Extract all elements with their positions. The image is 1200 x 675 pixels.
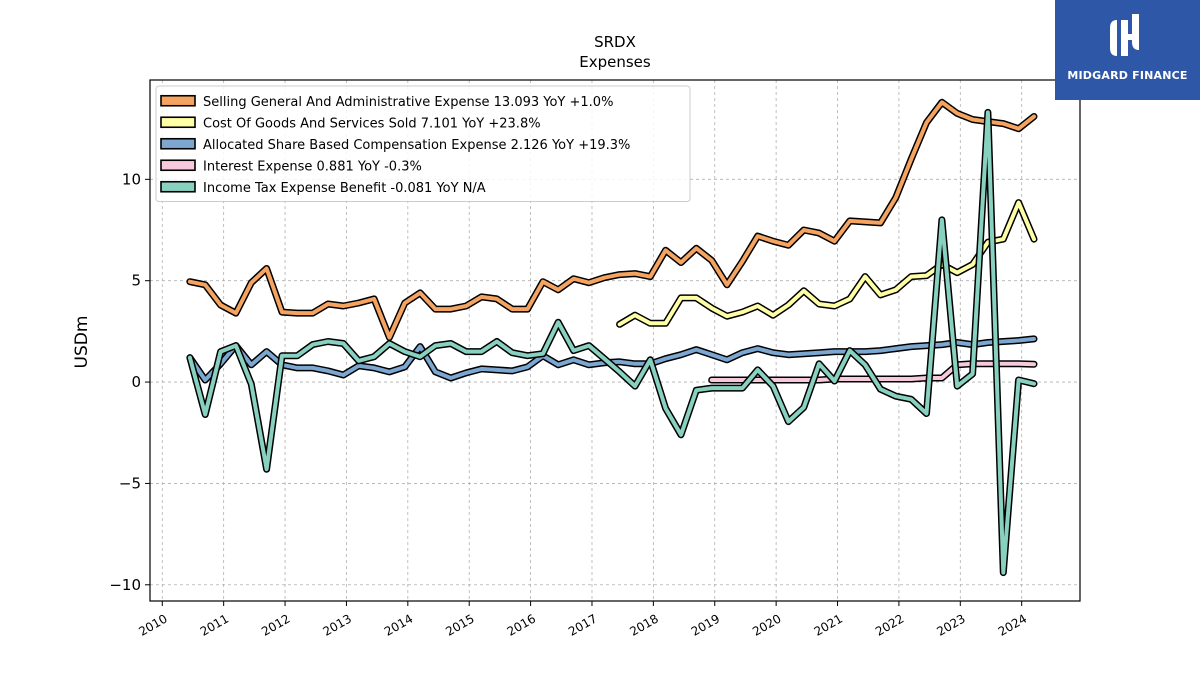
chart-subtitle: Expenses bbox=[579, 53, 651, 71]
x-tick-label: 2023 bbox=[934, 611, 967, 638]
y-tick-label: 0 bbox=[131, 373, 141, 391]
y-tick-label: 5 bbox=[131, 272, 141, 290]
series-1-line bbox=[617, 200, 1036, 327]
legend-label: Allocated Share Based Compensation Expen… bbox=[203, 138, 630, 153]
x-tick-label: 2020 bbox=[750, 611, 783, 638]
legend-swatch bbox=[160, 137, 196, 150]
x-tick-label: 2013 bbox=[320, 611, 353, 638]
series-0-line bbox=[187, 100, 1036, 340]
x-tick-label: 2022 bbox=[873, 611, 906, 638]
x-tick-label: 2024 bbox=[996, 611, 1029, 638]
y-axis-label: USDm bbox=[72, 316, 92, 369]
x-tick-label: 2012 bbox=[259, 611, 292, 638]
chart-title: SRDX bbox=[594, 33, 636, 51]
y-tick-label: 10 bbox=[122, 170, 141, 188]
series-4-line bbox=[187, 110, 1036, 575]
x-axis: 2010 2011 2012 2013 2014 2015 2016 2017 2018 2019… bbox=[136, 601, 1029, 639]
x-tick-label: 2019 bbox=[689, 611, 722, 638]
y-tick-label: −5 bbox=[119, 474, 141, 492]
x-tick-label: 2017 bbox=[566, 611, 599, 638]
legend-label: Interest Expense 0.881 YoY -0.3% bbox=[203, 159, 422, 174]
series-lines bbox=[186, 98, 1038, 577]
x-tick-label: 2021 bbox=[812, 611, 845, 638]
legend-swatch bbox=[160, 180, 196, 193]
legend: Selling General And Administrative Expen… bbox=[155, 85, 691, 202]
x-tick-label: 2014 bbox=[382, 611, 415, 638]
x-tick-label: 2018 bbox=[627, 611, 660, 638]
legend-swatch bbox=[160, 94, 196, 107]
x-tick-label: 2015 bbox=[443, 611, 476, 638]
plot-area-frame bbox=[149, 79, 1081, 602]
legend-label: Selling General And Administrative Expen… bbox=[203, 95, 613, 110]
legend-label: Income Tax Expense Benefit -0.081 YoY N/… bbox=[203, 181, 486, 196]
legend-box bbox=[155, 85, 691, 202]
x-tick-label: 2010 bbox=[136, 611, 169, 638]
logo-text: MIDGARD FINANCE bbox=[1067, 69, 1188, 82]
x-tick-label: 2011 bbox=[198, 611, 231, 638]
x-tick-label: 2016 bbox=[505, 611, 538, 638]
logo-mark-icon bbox=[1110, 14, 1139, 56]
legend-swatch bbox=[160, 159, 196, 172]
legend-label: Cost Of Goods And Services Sold 7.101 Yo… bbox=[203, 116, 541, 131]
legend-swatch bbox=[160, 116, 196, 129]
y-tick-label: −10 bbox=[109, 576, 141, 594]
brand-logo: MIDGARD FINANCE bbox=[1055, 0, 1200, 100]
y-axis: −10 −5 0 5 10 bbox=[109, 170, 150, 594]
